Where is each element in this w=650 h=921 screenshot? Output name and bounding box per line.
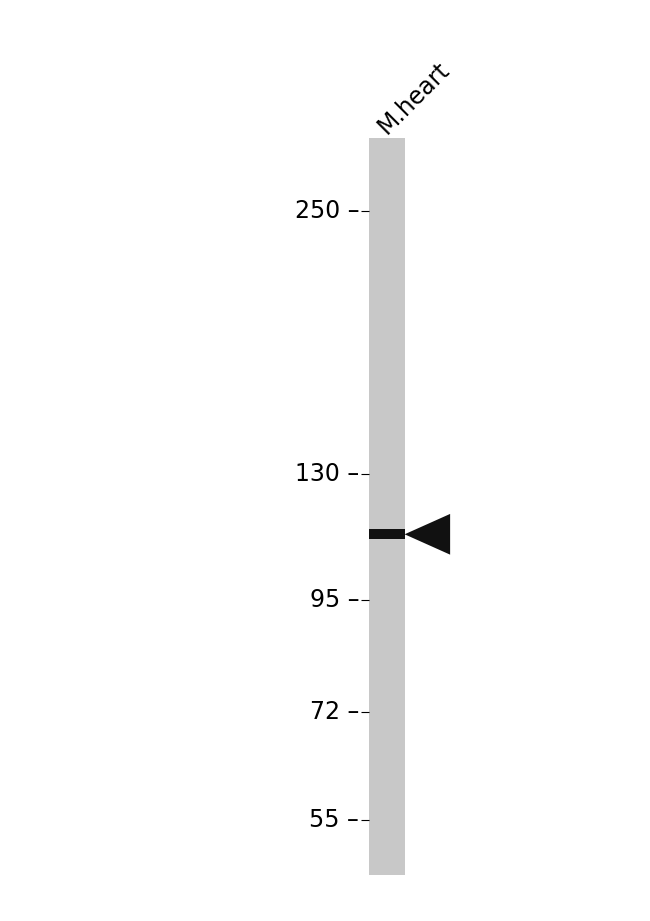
FancyBboxPatch shape bbox=[369, 138, 404, 875]
Text: 55 –: 55 – bbox=[309, 809, 359, 833]
Text: 130 –: 130 – bbox=[295, 462, 359, 486]
Text: M.heart: M.heart bbox=[373, 57, 454, 138]
Polygon shape bbox=[404, 514, 450, 554]
Bar bbox=[369, 530, 404, 539]
Text: 250 –: 250 – bbox=[294, 200, 359, 224]
Text: 95 –: 95 – bbox=[309, 589, 359, 612]
Text: 72 –: 72 – bbox=[310, 700, 359, 724]
